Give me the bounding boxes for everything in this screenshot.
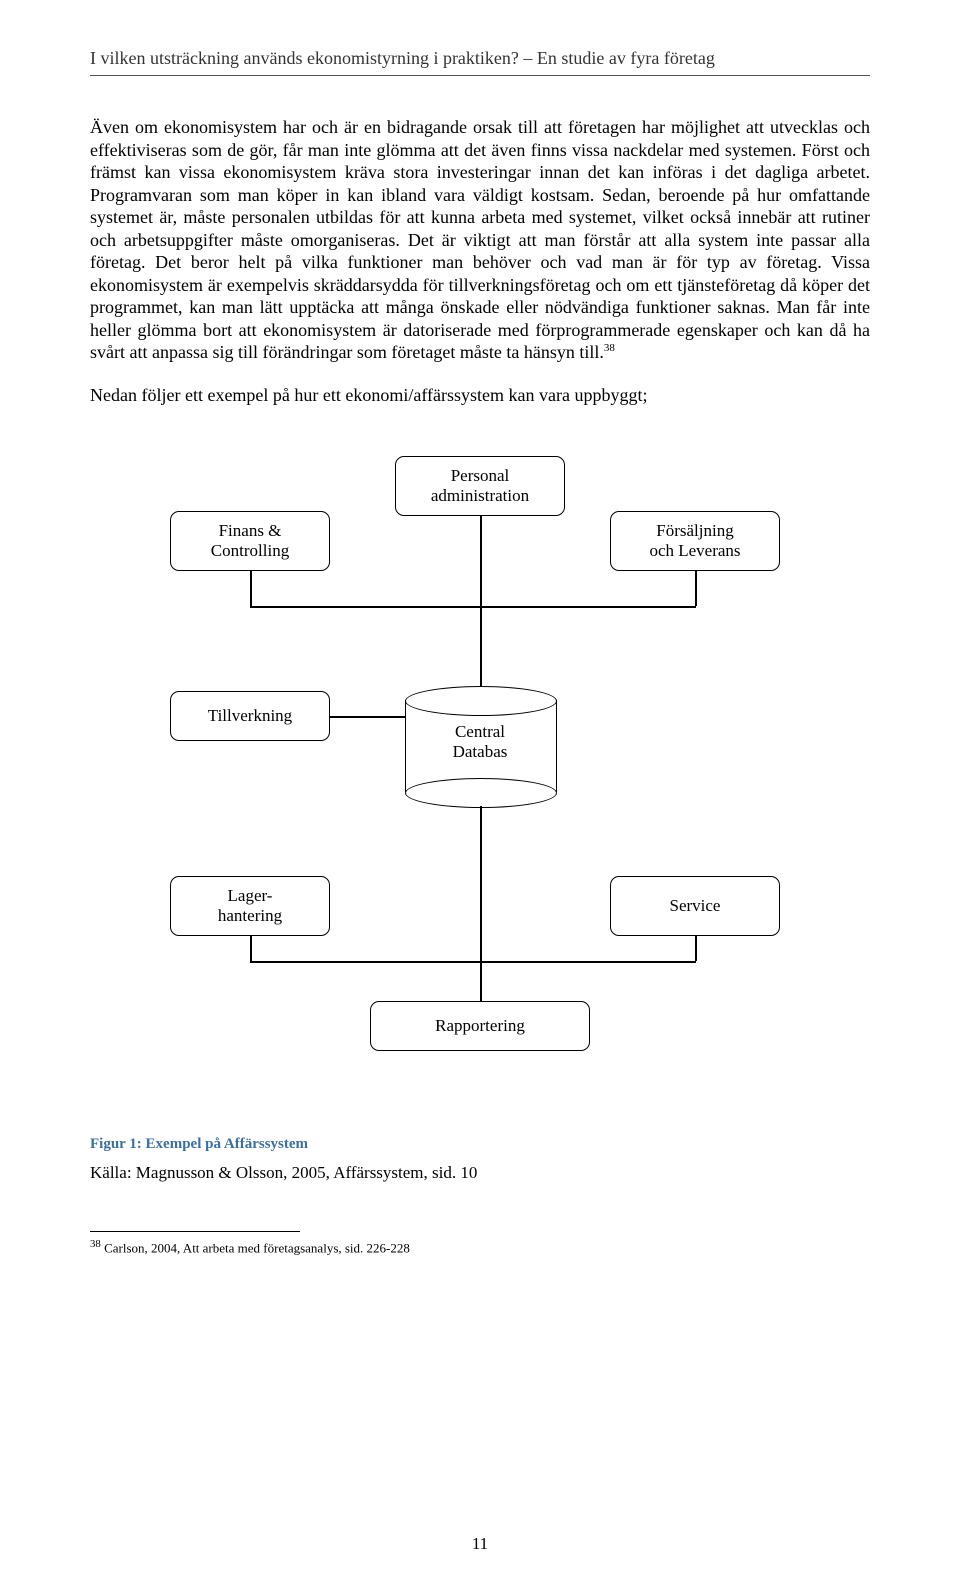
paragraph-text: Även om ekonomisystem har och är en bidr…: [90, 117, 870, 362]
node-label-line: och Leverans: [649, 541, 740, 561]
node-personal-administration: Personal administration: [395, 456, 565, 516]
connector: [250, 961, 696, 963]
node-label: Tillverkning: [208, 706, 292, 726]
connector: [480, 806, 482, 961]
cylinder-top: [405, 686, 557, 716]
connector: [250, 606, 696, 608]
footnote-ref: 38: [604, 342, 615, 354]
node-label-line: Lager-: [228, 886, 273, 906]
footnote-marker: 38: [90, 1238, 101, 1250]
node-label-line: Finans &: [219, 521, 282, 541]
body-paragraph-1: Även om ekonomisystem har och är en bidr…: [90, 116, 870, 364]
node-rapportering: Rapportering: [370, 1001, 590, 1051]
node-forsaljning-leverans: Försäljning och Leverans: [610, 511, 780, 571]
node-service: Service: [610, 876, 780, 936]
node-tillverkning: Tillverkning: [170, 691, 330, 741]
node-label: Service: [670, 896, 721, 916]
cylinder-bottom: [405, 778, 557, 808]
figure-caption: Figur 1: Exempel på Affärssystem: [90, 1136, 870, 1153]
node-label-line: hantering: [218, 906, 282, 926]
footnote-separator: [90, 1231, 300, 1232]
node-label-line: Försäljning: [656, 521, 733, 541]
system-diagram: Personal administration Finans & Control…: [130, 456, 830, 1096]
node-label: Rapportering: [435, 1016, 525, 1036]
node-label-line: Databas: [453, 742, 508, 761]
connector: [480, 961, 482, 1001]
connector: [250, 936, 252, 961]
node-label-line: Central: [455, 722, 505, 741]
node-label-line: Personal: [451, 466, 510, 486]
lead-text: Nedan följer ett exempel på hur ett ekon…: [90, 384, 870, 407]
footnote-text: Carlson, 2004, Att arbeta med företagsan…: [101, 1240, 410, 1255]
running-header: I vilken utsträckning används ekonomisty…: [90, 48, 870, 76]
node-label-line: administration: [431, 486, 529, 506]
node-finans-controlling: Finans & Controlling: [170, 511, 330, 571]
connector: [330, 716, 406, 718]
figure-source: Källa: Magnusson & Olsson, 2005, Affärss…: [90, 1163, 870, 1183]
connector: [695, 571, 697, 606]
connector: [480, 606, 482, 691]
node-label-line: Controlling: [211, 541, 289, 561]
page-number: 11: [0, 1534, 960, 1554]
connector: [480, 516, 482, 606]
connector: [695, 936, 697, 961]
footnote: 38 Carlson, 2004, Att arbeta med företag…: [90, 1238, 870, 1256]
connector: [250, 571, 252, 606]
node-central-databas: Central Databas: [405, 686, 555, 806]
page: I vilken utsträckning används ekonomisty…: [0, 0, 960, 1584]
node-lagerhantering: Lager- hantering: [170, 876, 330, 936]
cylinder-label: Central Databas: [405, 722, 555, 761]
